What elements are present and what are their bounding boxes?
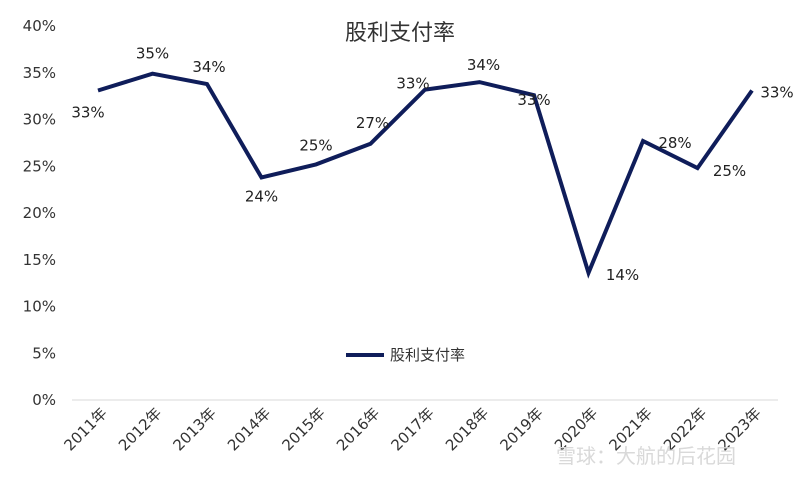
chart-title: 股利支付率 xyxy=(345,21,455,46)
x-tick-label: 2011年 xyxy=(60,404,110,454)
data-label: 33% xyxy=(71,104,104,122)
x-tick-label: 2017年 xyxy=(387,404,437,454)
y-tick-label: 5% xyxy=(32,344,56,362)
data-label: 33% xyxy=(760,84,793,102)
y-tick-label: 15% xyxy=(23,251,56,269)
y-tick-label: 20% xyxy=(23,204,56,222)
data-label: 14% xyxy=(606,266,639,284)
x-tick-label: 2015年 xyxy=(278,404,328,454)
data-label: 33% xyxy=(517,91,550,109)
data-labels: 33% 35% 34% 24% 25% 27% 33% 34% 33% 14% 28% 25% 33% xyxy=(71,45,793,284)
y-tick-label: 25% xyxy=(23,157,56,175)
data-label: 34% xyxy=(192,58,225,76)
data-label: 27% xyxy=(356,114,389,132)
data-label: 35% xyxy=(136,45,169,63)
y-tick-label: 35% xyxy=(23,64,56,82)
x-tick-label: 2014年 xyxy=(224,404,274,454)
y-axis-ticks: 0% 5% 10% 15% 20% 25% 30% 35% 40% xyxy=(23,17,56,409)
watermark-text: 雪球：大航的后花园 xyxy=(556,444,736,468)
data-label: 25% xyxy=(299,136,332,154)
data-label: 33% xyxy=(396,75,429,93)
data-label: 25% xyxy=(713,162,746,180)
data-label: 28% xyxy=(658,134,691,152)
x-tick-label: 2018年 xyxy=(442,404,492,454)
x-tick-label: 2019年 xyxy=(496,404,546,454)
legend: 股利支付率 xyxy=(346,346,465,364)
legend-label: 股利支付率 xyxy=(390,346,465,364)
data-label: 24% xyxy=(245,188,278,206)
series-line xyxy=(97,71,754,279)
y-tick-label: 10% xyxy=(23,298,56,316)
y-tick-label: 30% xyxy=(23,111,56,129)
x-tick-label: 2013年 xyxy=(169,404,219,454)
data-label: 34% xyxy=(467,56,500,74)
x-tick-label: 2016年 xyxy=(333,404,383,454)
x-tick-label: 2012年 xyxy=(115,404,165,454)
y-tick-label: 0% xyxy=(32,391,56,409)
y-tick-label: 40% xyxy=(23,17,56,35)
